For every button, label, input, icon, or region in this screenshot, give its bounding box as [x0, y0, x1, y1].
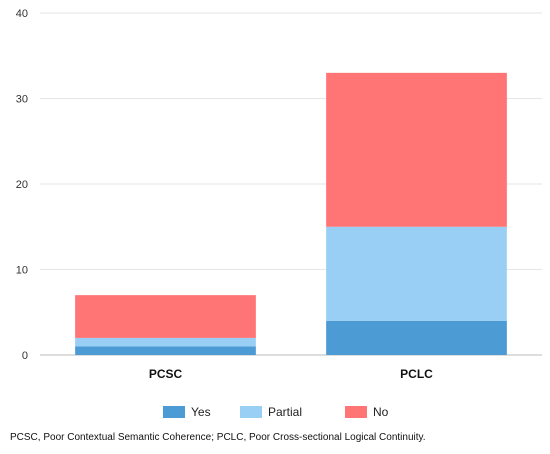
y-tick-label: 20 — [16, 179, 28, 191]
x-category-label: PCLC — [400, 367, 433, 381]
bar-segment-partial — [75, 337, 256, 347]
legend-swatch-no — [345, 406, 367, 418]
legend-label: Partial — [268, 405, 302, 419]
stacked-bar-chart: 0 10 20 30 40 PCSC PCLC Yes Partial No — [16, 8, 542, 419]
legend-label: Yes — [191, 405, 211, 419]
legend: Yes Partial No — [163, 405, 389, 419]
bar-segment-no — [326, 72, 507, 227]
y-tick-label: 0 — [22, 350, 28, 362]
x-axis-categories: PCSC PCLC — [149, 367, 433, 381]
bar-segment-yes — [326, 320, 507, 355]
bars — [75, 72, 507, 355]
legend-swatch-yes — [163, 406, 185, 418]
bar-segment-no — [75, 295, 256, 338]
legend-swatch-partial — [240, 406, 262, 418]
bar-segment-yes — [75, 346, 256, 355]
bar-segment-partial — [326, 226, 507, 321]
y-axis-ticks: 0 10 20 30 40 — [16, 8, 28, 362]
x-category-label: PCSC — [149, 367, 183, 381]
footnote: PCSC, Poor Contextual Semantic Coherence… — [10, 432, 426, 443]
legend-label: No — [373, 405, 389, 419]
y-tick-label: 10 — [16, 265, 28, 277]
y-tick-label: 40 — [16, 8, 28, 20]
y-tick-label: 30 — [16, 94, 28, 106]
